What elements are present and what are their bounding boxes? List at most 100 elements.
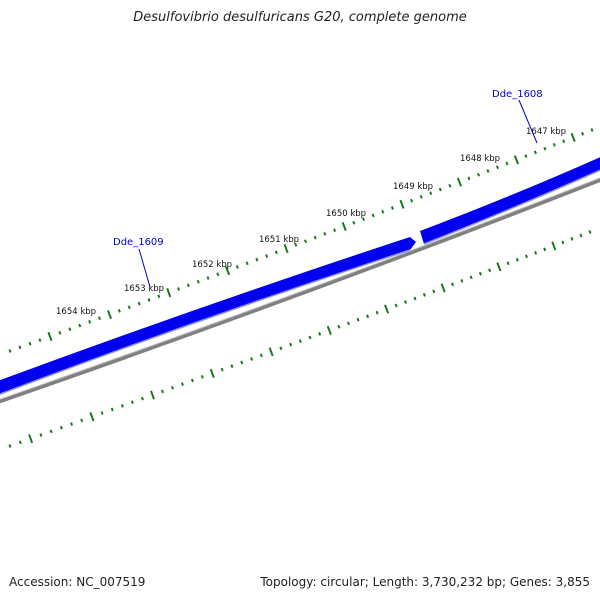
- minor-tick: [259, 353, 263, 358]
- minor-tick: [100, 411, 104, 415]
- minor-tick: [240, 360, 244, 365]
- minor-tick: [294, 243, 298, 247]
- gene-feature-dde-1608-edge: [423, 169, 600, 245]
- genome-backbone-highlight: [0, 177, 600, 400]
- kbp-label: 1648 kbp: [460, 154, 500, 164]
- minor-tick: [534, 251, 538, 255]
- minor-tick: [289, 342, 293, 347]
- minor-tick: [346, 321, 350, 326]
- minor-tick: [147, 298, 151, 302]
- minor-tick: [460, 279, 464, 283]
- major-tick: [440, 283, 446, 293]
- minor-tick: [137, 301, 141, 306]
- minor-tick: [186, 283, 190, 288]
- major-tick: [225, 266, 231, 276]
- minor-tick: [381, 209, 385, 214]
- kbp-label: 1650 kbp: [326, 209, 366, 219]
- minor-tick: [130, 400, 134, 405]
- minor-tick: [404, 300, 408, 304]
- minor-tick: [110, 407, 114, 412]
- minor-tick: [38, 338, 42, 342]
- minor-tick: [515, 257, 519, 262]
- major-tick: [209, 368, 215, 378]
- minor-tick: [561, 240, 565, 245]
- major-tick: [326, 325, 332, 335]
- minor-tick: [432, 289, 436, 294]
- minor-tick: [298, 339, 302, 343]
- accession-text: Accession: NC_007519: [9, 575, 146, 589]
- major-tick: [89, 412, 95, 422]
- major-tick: [268, 347, 274, 357]
- minor-tick: [429, 191, 433, 196]
- genome-summary-text: Topology: circular; Length: 3,730,232 bp…: [260, 575, 590, 589]
- minor-tick: [206, 276, 210, 280]
- minor-tick: [352, 220, 356, 225]
- major-tick: [384, 304, 390, 314]
- minor-tick: [157, 294, 161, 299]
- major-tick: [399, 199, 405, 209]
- major-tick: [150, 390, 155, 400]
- gene-feature-dde-1608[interactable]: [420, 155, 600, 244]
- major-tick: [551, 241, 557, 251]
- minor-tick: [8, 349, 12, 353]
- minor-tick: [190, 378, 194, 383]
- minor-tick: [196, 279, 200, 284]
- kbp-label-group: 1654 kbp 1653 kbp 1652 kbp 1651 kbp 1650…: [56, 127, 566, 317]
- gene-leader-line-dde-1609: [138, 248, 151, 288]
- major-tick: [47, 331, 53, 342]
- gene-label-dde-1609[interactable]: Dde_1609: [113, 237, 164, 248]
- gene-leader-line-dde-1608: [518, 99, 538, 144]
- minor-tick: [375, 310, 379, 315]
- minor-tick: [200, 375, 204, 379]
- map-title: Desulfovibrio desulfuricans G20, complet…: [133, 10, 467, 25]
- minor-tick: [394, 303, 398, 308]
- minor-tick: [68, 327, 72, 332]
- minor-tick: [524, 254, 528, 259]
- minor-tick: [59, 425, 63, 430]
- major-tick: [496, 262, 502, 272]
- minor-tick: [177, 287, 181, 291]
- minor-tick: [235, 265, 239, 269]
- minor-tick: [422, 293, 426, 297]
- minor-tick: [543, 247, 547, 252]
- minor-tick: [562, 139, 566, 144]
- gene-label-dde-1608[interactable]: Dde_1608: [492, 89, 543, 100]
- minor-tick: [161, 389, 164, 394]
- kbp-label: 1652 kbp: [192, 260, 232, 270]
- minor-tick: [58, 330, 62, 335]
- minor-tick: [505, 161, 509, 166]
- minor-tick: [581, 131, 585, 136]
- minor-tick: [318, 332, 322, 336]
- minor-tick: [216, 272, 220, 277]
- minor-tick: [120, 404, 124, 408]
- minor-tick: [356, 317, 360, 322]
- lower-tick-track: [8, 230, 592, 448]
- minor-tick: [469, 275, 473, 280]
- minor-tick: [588, 230, 592, 234]
- minor-tick: [8, 444, 12, 448]
- major-tick: [570, 132, 576, 142]
- minor-tick: [18, 440, 22, 445]
- minor-tick: [448, 183, 452, 188]
- minor-tick: [265, 254, 269, 258]
- major-tick: [106, 310, 113, 320]
- minor-tick: [533, 150, 537, 155]
- minor-tick: [39, 433, 43, 437]
- minor-tick: [303, 239, 308, 244]
- minor-tick: [18, 345, 22, 350]
- minor-tick: [450, 282, 455, 287]
- minor-tick: [180, 382, 184, 387]
- minor-tick: [579, 233, 583, 238]
- minor-tick: [506, 261, 510, 266]
- major-tick: [283, 244, 289, 254]
- minor-tick: [333, 228, 337, 233]
- major-tick: [513, 155, 520, 165]
- minor-tick: [552, 143, 556, 147]
- minor-tick: [390, 206, 394, 210]
- minor-tick: [467, 176, 471, 181]
- minor-tick: [313, 235, 317, 240]
- kbp-label: 1651 kbp: [259, 235, 299, 245]
- minor-tick: [486, 169, 490, 173]
- major-tick: [341, 221, 347, 232]
